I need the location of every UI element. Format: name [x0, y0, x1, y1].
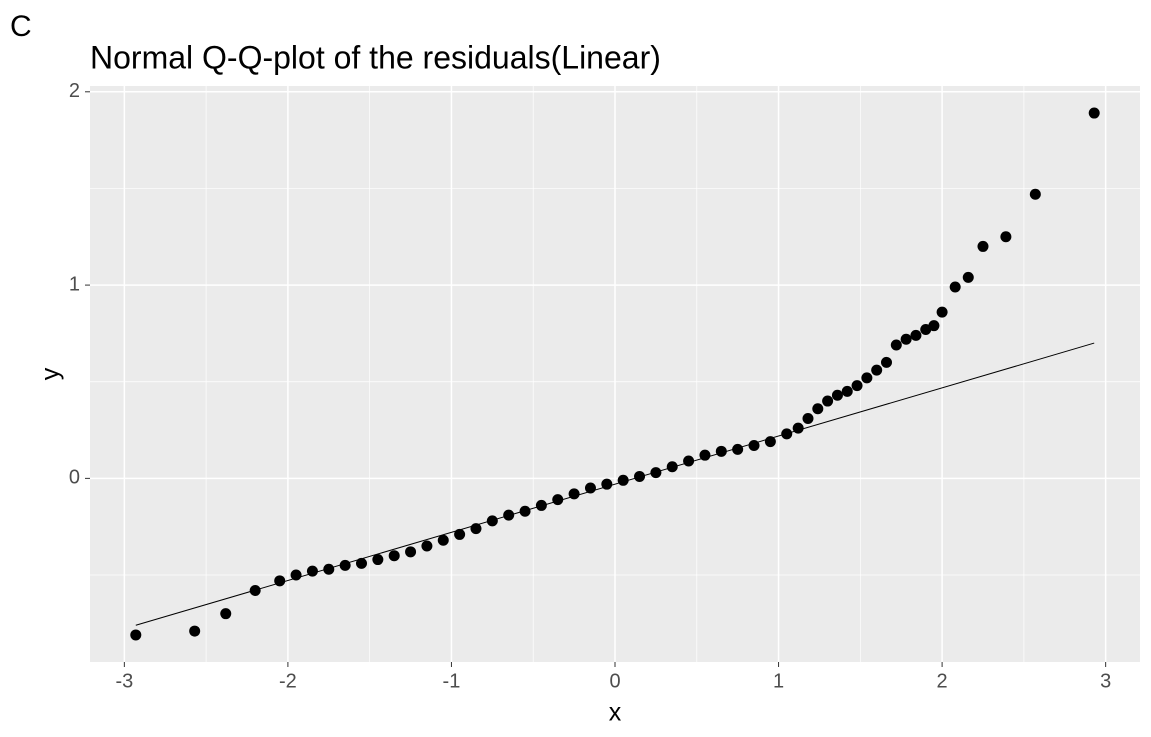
- point: [812, 403, 824, 415]
- point: [699, 449, 711, 461]
- point: [454, 528, 466, 540]
- point: [732, 443, 744, 455]
- point: [486, 515, 498, 527]
- point: [890, 339, 902, 351]
- point: [388, 550, 400, 562]
- point: [437, 534, 449, 546]
- point: [715, 445, 727, 457]
- point: [535, 499, 547, 511]
- point: [962, 271, 974, 283]
- point: [1000, 231, 1012, 243]
- x-tick-label: 0: [609, 670, 620, 692]
- point: [634, 470, 646, 482]
- point: [928, 320, 940, 332]
- point: [1088, 107, 1100, 119]
- point: [936, 306, 948, 318]
- x-tick-label: 2: [937, 670, 948, 692]
- point: [290, 569, 302, 581]
- point: [666, 461, 678, 473]
- point: [861, 372, 873, 384]
- point: [249, 584, 261, 596]
- point: [683, 455, 695, 467]
- panel-tag: C: [10, 10, 32, 43]
- point: [831, 389, 843, 401]
- x-tick-label: 1: [773, 670, 784, 692]
- point: [421, 540, 433, 552]
- y-tick-label: 1: [69, 273, 80, 295]
- point: [792, 422, 804, 434]
- point: [220, 608, 232, 620]
- point: [519, 505, 531, 517]
- point: [880, 356, 892, 368]
- point: [130, 629, 142, 641]
- point: [748, 440, 760, 452]
- point: [900, 333, 912, 345]
- point: [822, 395, 834, 407]
- point: [920, 324, 932, 336]
- x-tick-label: 3: [1100, 670, 1111, 692]
- point: [851, 380, 863, 392]
- point: [323, 563, 335, 575]
- point: [552, 494, 564, 506]
- point: [584, 482, 596, 494]
- point: [949, 281, 961, 293]
- point: [405, 546, 417, 558]
- point: [568, 488, 580, 500]
- point: [871, 364, 883, 376]
- point: [355, 557, 367, 569]
- chart-title: Normal Q-Q-plot of the residuals(Linear): [90, 39, 661, 75]
- point: [470, 523, 482, 535]
- x-tick-label: -2: [279, 670, 297, 692]
- x-tick-label: -3: [115, 670, 133, 692]
- point: [764, 436, 776, 448]
- y-axis-label: y: [37, 367, 65, 380]
- point: [503, 509, 515, 521]
- point: [841, 385, 853, 397]
- point: [372, 554, 384, 566]
- point: [306, 565, 318, 577]
- point: [617, 474, 629, 486]
- point: [802, 412, 814, 424]
- point: [910, 329, 922, 341]
- point: [339, 559, 351, 571]
- point: [650, 467, 662, 479]
- y-tick-label: 0: [69, 467, 80, 489]
- point: [977, 240, 989, 252]
- point: [781, 428, 793, 440]
- point: [601, 478, 613, 490]
- x-tick-label: -1: [443, 670, 461, 692]
- point: [274, 575, 286, 587]
- point: [189, 625, 201, 637]
- point: [1029, 188, 1041, 200]
- x-axis-label: x: [609, 699, 622, 727]
- y-tick-label: 2: [69, 80, 80, 102]
